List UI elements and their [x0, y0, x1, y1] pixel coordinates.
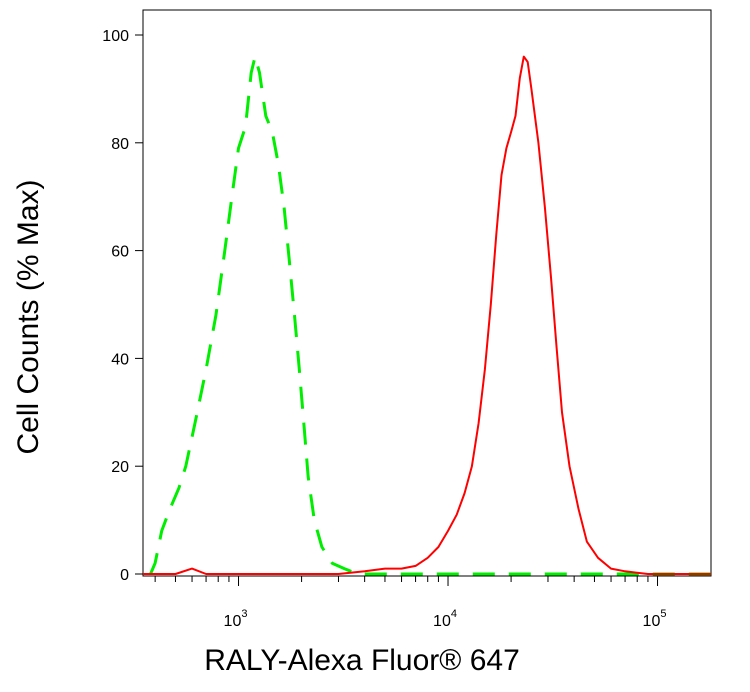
y-tick-label: 100 [102, 28, 129, 45]
series-layer [143, 55, 711, 576]
x-tick-label: 105 [643, 608, 667, 630]
y-tick-label: 0 [120, 567, 129, 584]
x-tick-exponent: 5 [660, 608, 666, 620]
x-axis: 103 104 105 [154, 576, 667, 630]
y-tick-label: 80 [111, 136, 129, 153]
series-line-2 [143, 55, 711, 575]
x-tick-exponent: 4 [451, 608, 457, 620]
x-tick-exponent: 3 [241, 608, 247, 620]
x-tick-label: 104 [433, 608, 457, 630]
x-tick-label: 103 [224, 608, 248, 630]
y-tick-label: 20 [111, 459, 129, 476]
x-axis-title: RALY-Alexa Fluor® 647 [204, 644, 520, 677]
x-tick-base: 10 [433, 613, 451, 630]
y-tick-label: 60 [111, 244, 129, 261]
y-tick-label: 40 [111, 351, 129, 368]
x-tick-base: 10 [643, 613, 661, 630]
y-axis-title: Cell Counts (% Max) [12, 179, 45, 454]
series-line-1 [149, 55, 711, 576]
y-axis: 0 20 40 60 80 100 [102, 28, 143, 584]
plot-area-frame [142, 9, 712, 577]
x-tick-base: 10 [224, 613, 242, 630]
